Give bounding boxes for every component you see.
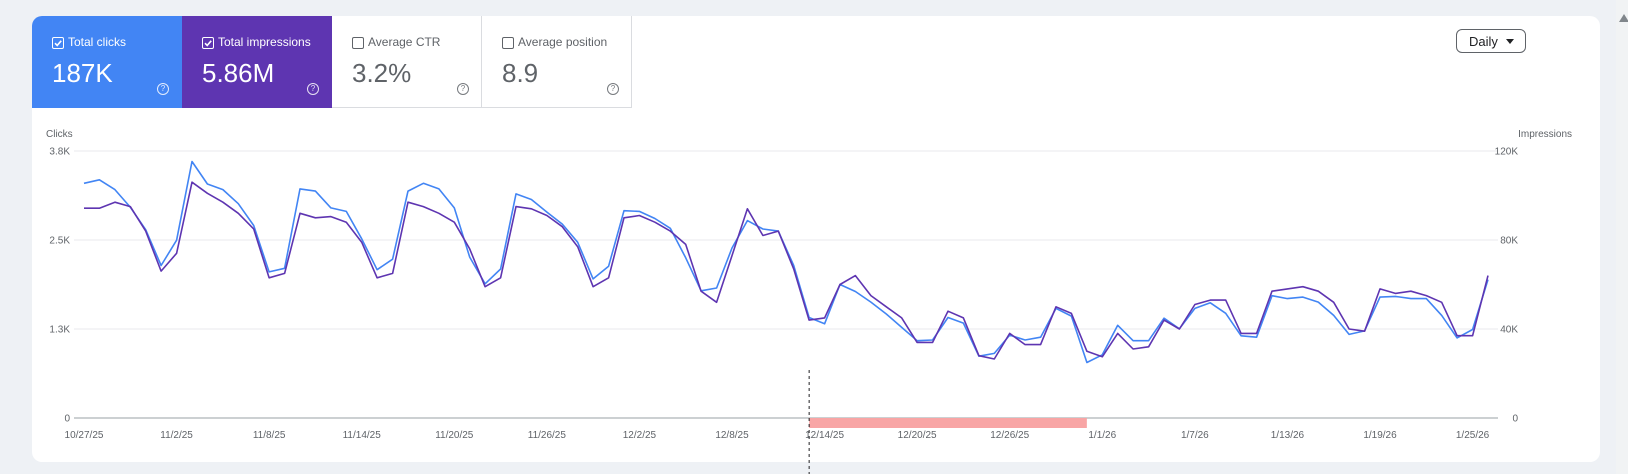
x-tick-label: 12/8/25 — [715, 430, 749, 441]
y-left-axis-label: Clicks — [46, 129, 73, 140]
page-scrollbar[interactable] — [1616, 0, 1628, 474]
help-glyph: ? — [160, 84, 166, 93]
y-right-axis-label: Impressions — [1518, 129, 1572, 140]
dropdown-caret-icon — [1506, 39, 1514, 44]
y-right-tick-label: 80K — [1500, 236, 1518, 247]
series-line-clicks — [83, 160, 1489, 364]
series-line-impressions — [84, 181, 1489, 360]
metric-average-ctr[interactable]: Average CTR 3.2% ? — [332, 16, 482, 108]
x-tick-label: 12/20/25 — [898, 430, 937, 441]
metric-average-position[interactable]: Average position 8.9 ? — [482, 16, 632, 108]
metric-value: 8.9 — [502, 58, 539, 88]
y-left-tick-label: 2.5K — [49, 236, 70, 247]
x-tick-label: 1/13/26 — [1271, 430, 1305, 441]
x-tick-label: 12/2/25 — [623, 430, 657, 441]
help-glyph: ? — [310, 84, 316, 93]
help-icon[interactable]: ? — [307, 83, 319, 95]
granularity-dropdown[interactable]: Daily — [1456, 29, 1526, 53]
metric-value: 187K — [52, 58, 113, 88]
x-tick-label: 11/14/25 — [343, 430, 382, 441]
y-left-tick-label: 3.8K — [49, 147, 70, 158]
checkbox-checked-icon[interactable] — [52, 37, 64, 49]
metric-label: Total clicks — [68, 35, 127, 49]
x-tick-label: 11/2/25 — [160, 430, 193, 441]
metric-total-impressions[interactable]: Total impressions 5.86M ? — [182, 16, 332, 108]
metric-label: Average CTR — [368, 35, 441, 49]
scroll-up-arrow-icon[interactable] — [1619, 14, 1628, 22]
checkbox-checked-icon[interactable] — [202, 37, 214, 49]
x-tick-label: 10/27/25 — [65, 430, 104, 441]
metric-value: 3.2% — [352, 58, 412, 88]
help-glyph: ? — [460, 84, 466, 93]
x-tick-label: 1/7/26 — [1181, 430, 1209, 441]
y-right-tick-label: 40K — [1500, 325, 1518, 336]
x-tick-label: 11/8/25 — [253, 430, 286, 441]
x-tick-label: 12/14/25 — [805, 430, 844, 441]
checkbox-unchecked-icon[interactable] — [502, 37, 514, 49]
granularity-selected: Daily — [1469, 34, 1498, 49]
x-tick-label: 1/25/26 — [1456, 430, 1490, 441]
y-right-tick-label: 0 — [1512, 414, 1518, 425]
x-tick-label: 1/1/26 — [1088, 430, 1116, 441]
metric-label: Average position — [518, 35, 608, 49]
help-icon[interactable]: ? — [607, 83, 619, 95]
metric-total-clicks[interactable]: Total clicks 187K ? — [32, 16, 182, 108]
help-glyph: ? — [610, 84, 616, 93]
help-icon[interactable]: ? — [457, 83, 469, 95]
metric-value: 5.86M — [202, 58, 275, 88]
x-tick-label: 1/19/26 — [1363, 430, 1397, 441]
x-tick-label: 11/20/25 — [435, 430, 474, 441]
x-tick-label: 12/26/25 — [990, 430, 1029, 441]
metric-label: Total impressions — [218, 35, 311, 49]
x-tick-label: 11/26/25 — [528, 430, 567, 441]
y-left-tick-label: 0 — [64, 414, 70, 425]
y-right-tick-label: 120K — [1495, 147, 1519, 158]
annotation-range-band — [809, 418, 1087, 428]
help-icon[interactable]: ? — [157, 83, 169, 95]
checkbox-unchecked-icon[interactable] — [352, 37, 364, 49]
metric-tabs: Total clicks 187K ? Total impressions 5.… — [32, 16, 632, 108]
y-left-tick-label: 1.3K — [49, 325, 70, 336]
